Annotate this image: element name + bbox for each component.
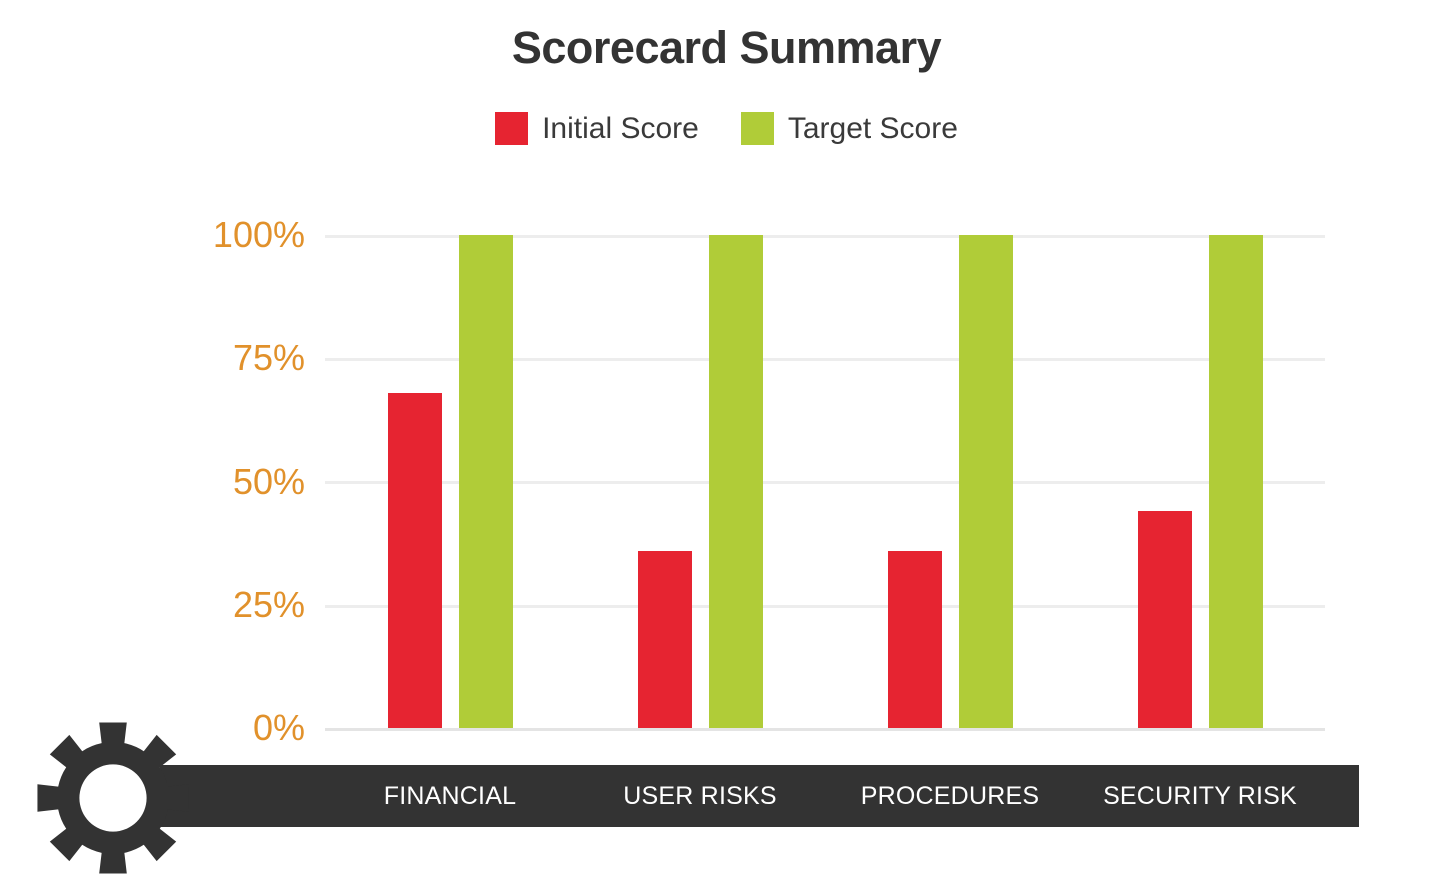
legend-item-target-score[interactable]: Target Score [740,111,958,145]
bar-target-score-financial[interactable] [458,235,513,728]
x-axis-label-financial: FINANCIAL [383,781,517,810]
gridline-75 [325,358,1325,361]
legend-swatch-red-icon [495,112,529,145]
chart-legend: Initial Score Target Score [0,112,1453,145]
y-axis-tick-75: 75% [232,337,305,379]
y-axis-tick-100: 100% [212,214,305,255]
bar-initial-score-security-risk[interactable] [1137,511,1192,728]
bar-group-user-risks [575,235,825,728]
plot-area [325,235,1325,731]
x-axis-label-security-risk: SECURITY RISK [1103,781,1297,810]
bar-group-financial [325,235,575,728]
bar-initial-score-procedures[interactable] [887,550,942,728]
category-band [160,765,1359,827]
y-axis-tick-50: 50% [232,460,305,502]
bar-target-score-procedures[interactable] [958,235,1013,728]
legend-swatch-green-icon [740,112,774,145]
y-axis-tick-25: 25% [232,583,305,625]
gridline-100 [325,235,1325,238]
x-axis-labels: FINANCIAL USER RISKS PROCEDURES SECURITY… [325,765,1325,827]
chart-title: Scorecard Summary [511,22,942,73]
legend-label-initial-score: Initial Score [542,111,699,145]
y-axis-tick-0: 0% [252,707,305,748]
bar-initial-score-user-risks[interactable] [637,550,692,728]
bar-groups [325,235,1325,728]
axis-baseline [325,728,1325,731]
x-axis-label-user-risks: USER RISKS [623,781,777,810]
bar-group-security-risk [1075,235,1325,728]
y-axis: 100% 75% 50% 25% 0% [100,217,305,746]
bar-group-procedures [825,235,1075,728]
legend-item-initial-score[interactable]: Initial Score [495,112,699,145]
gridline-25 [325,605,1325,608]
bar-initial-score-financial[interactable] [387,392,442,728]
legend-label-target-score: Target Score [787,111,958,145]
bar-target-score-security-risk[interactable] [1208,235,1263,728]
x-axis-label-procedures: PROCEDURES [860,781,1040,810]
gridline-50 [325,481,1325,484]
gear-icon [37,722,189,874]
bar-target-score-user-risks[interactable] [708,235,763,728]
